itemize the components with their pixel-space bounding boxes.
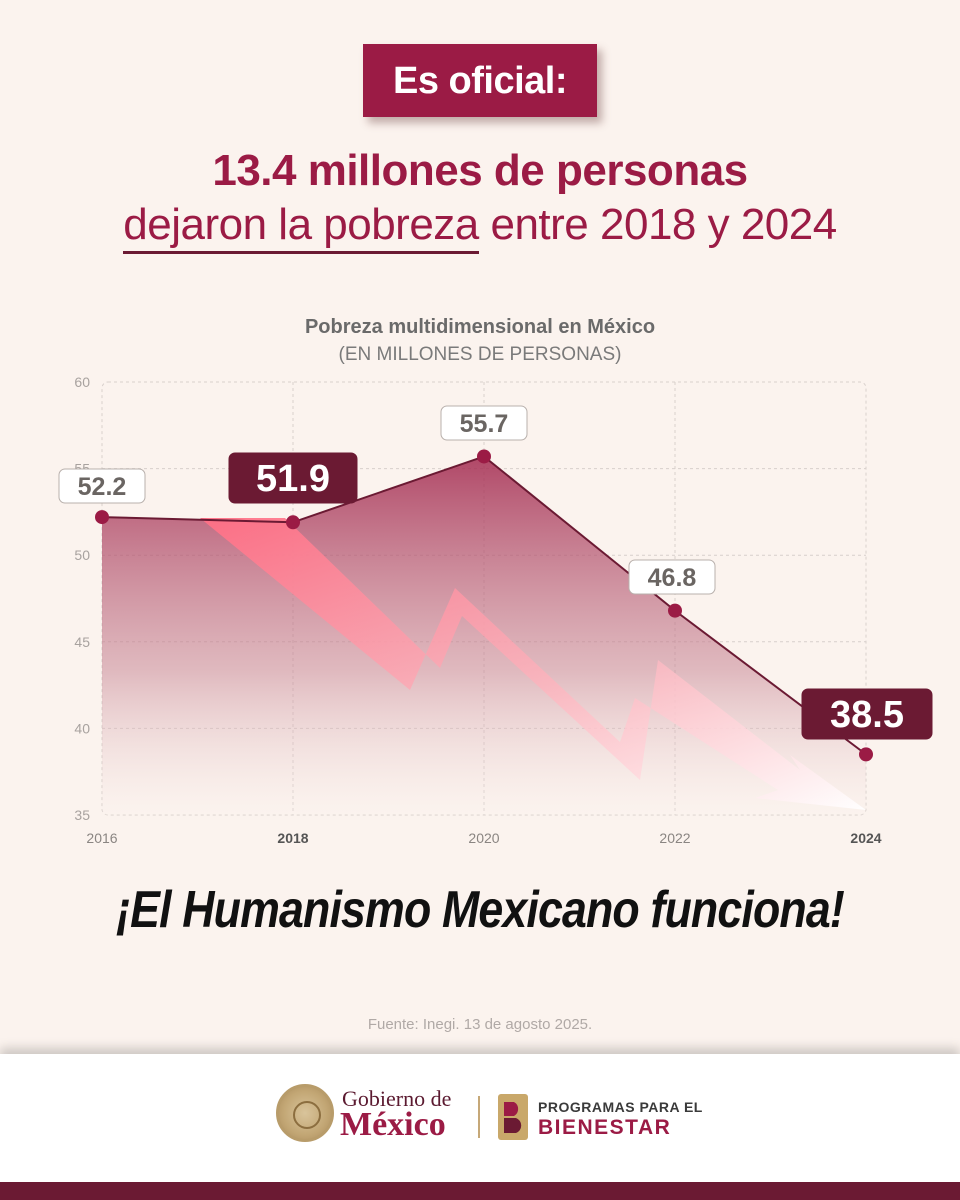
value-label: 55.7 xyxy=(460,410,509,438)
footer-divider xyxy=(478,1096,480,1138)
bottom-bar xyxy=(0,1182,960,1200)
subline-underlined: dejaron la pobreza xyxy=(123,200,479,254)
gov-label-main: México xyxy=(340,1106,446,1143)
y-tick-label: 40 xyxy=(74,720,90,736)
value-label: 51.9 xyxy=(256,458,330,500)
coat-of-arms-icon xyxy=(276,1084,334,1142)
subline: dejaron la pobreza entre 2018 y 2024 xyxy=(0,200,960,254)
programs-label-main: BIENESTAR xyxy=(538,1116,672,1139)
value-label: 52.2 xyxy=(78,473,127,501)
value-label-box xyxy=(228,452,358,504)
footer: Gobierno de México PROGRAMAS PARA EL BIE… xyxy=(0,1054,960,1182)
x-tick-label: 2022 xyxy=(659,830,690,846)
trend-arrow xyxy=(200,518,866,810)
x-tick-label: 2020 xyxy=(468,830,499,846)
data-point xyxy=(859,747,873,762)
header-tag-wrap: Es oficial: xyxy=(0,44,960,117)
x-tick-label: 2018 xyxy=(277,830,308,846)
chart-subtitle: (EN MILLONES DE PERSONAS) xyxy=(338,344,622,365)
data-point xyxy=(668,603,682,618)
x-tick-label: 2024 xyxy=(850,830,881,846)
data-point xyxy=(95,510,109,525)
data-point xyxy=(477,449,491,464)
official-tag: Es oficial: xyxy=(363,44,597,117)
slogan: ¡El Humanismo Mexicano funciona! xyxy=(116,881,845,939)
y-tick-label: 35 xyxy=(74,807,90,823)
programs-label-top: PROGRAMAS PARA EL xyxy=(538,1099,703,1115)
data-points xyxy=(95,449,873,762)
bienestar-logo-icon xyxy=(498,1094,528,1140)
y-tick-label: 45 xyxy=(74,634,90,650)
headline: 13.4 millones de personas xyxy=(212,146,748,195)
data-point xyxy=(286,515,300,530)
y-tick-label: 60 xyxy=(74,374,90,390)
value-label: 38.5 xyxy=(830,694,904,736)
chart-title: Pobreza multidimensional en México xyxy=(304,316,656,338)
gov-label-top: Gobierno de xyxy=(342,1086,452,1111)
value-label-box xyxy=(440,405,528,441)
value-label-box xyxy=(628,559,716,595)
y-tick-label: 50 xyxy=(74,547,90,563)
value-label-box xyxy=(801,688,933,740)
x-axis: 2016 2018 2020 2022 2024 xyxy=(86,830,881,846)
source-note: Fuente: Inegi. 13 de agosto 2025. xyxy=(367,1016,593,1033)
y-axis: 354045505560 xyxy=(74,374,90,823)
value-label: 46.8 xyxy=(648,564,697,592)
data-labels: 52.2 51.9 55.7 46.8 38.5 xyxy=(58,405,933,740)
value-label-box xyxy=(58,468,146,504)
subline-rest: entre 2018 y 2024 xyxy=(478,200,837,249)
x-tick-label: 2016 xyxy=(86,830,117,846)
